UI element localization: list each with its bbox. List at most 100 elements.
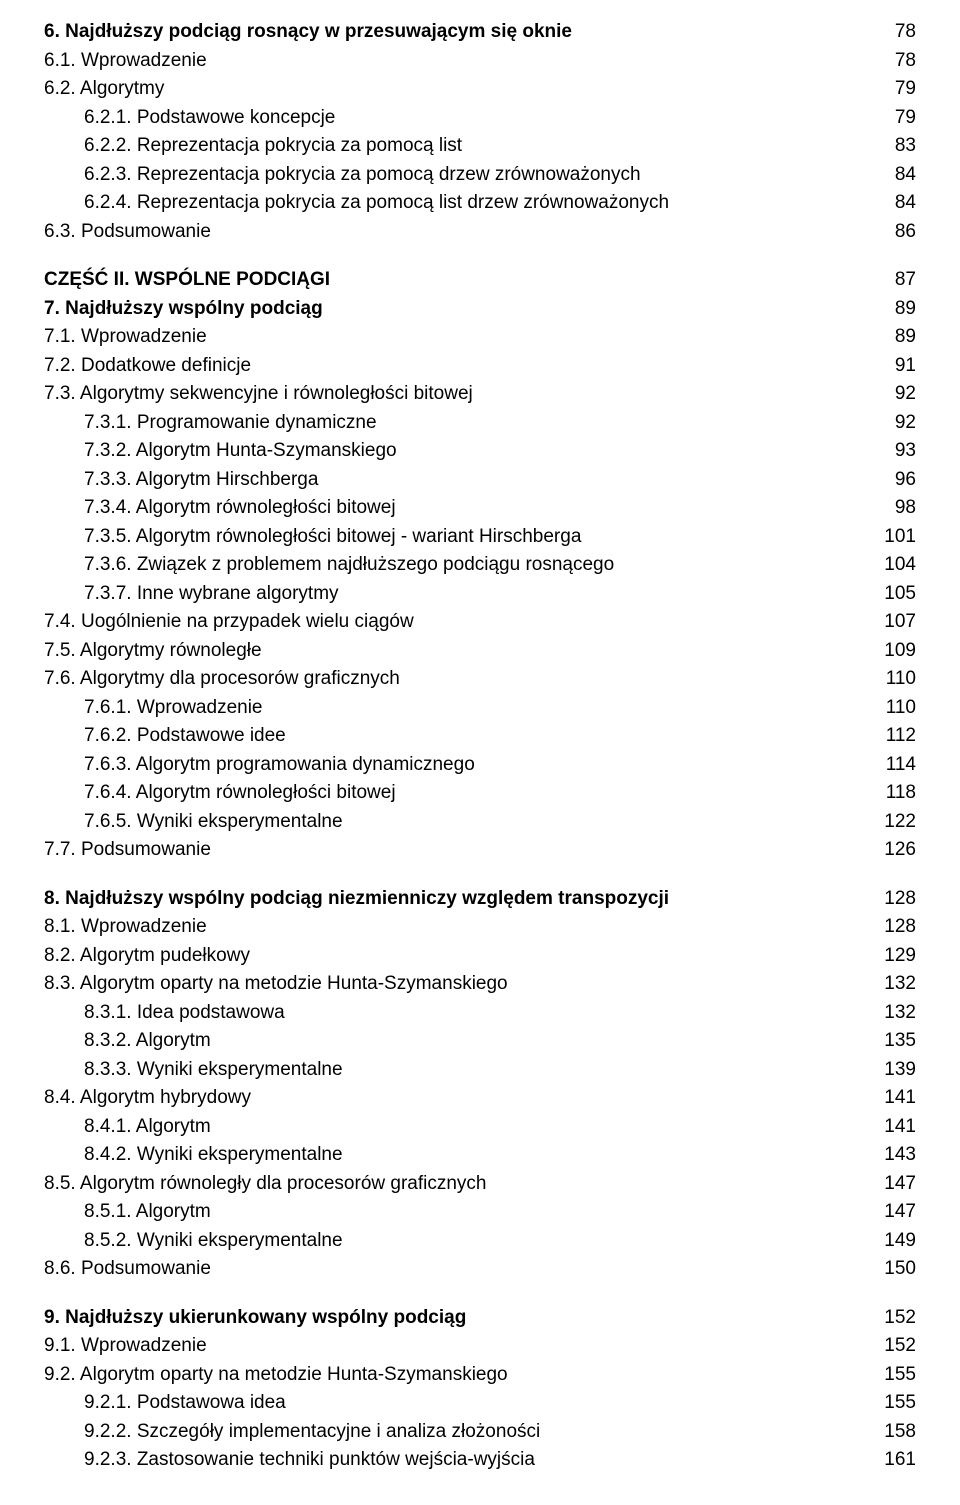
toc-label: 8.6. Podsumowanie [44,1255,872,1284]
toc-page-number: 141 [872,1113,916,1142]
toc-page-number: 152 [872,1332,916,1361]
toc-row: 8.3.1. Idea podstawowa132 [44,999,916,1028]
section-gap [44,246,916,266]
toc-row: 9.2.1. Podstawowa idea155 [44,1389,916,1418]
toc-label: 8.4.2. Wyniki eksperymentalne [84,1141,872,1170]
toc-row: 8.4. Algorytm hybrydowy141 [44,1084,916,1113]
toc-row: 7.1. Wprowadzenie89 [44,323,916,352]
toc-row: 6. Najdłuższy podciąg rosnący w przesuwa… [44,18,916,47]
toc-page-number: 89 [872,295,916,324]
toc-label: 9.2.2. Szczegóły implementacyjne i anali… [84,1418,872,1447]
toc-page-number: 83 [872,132,916,161]
toc-row: 8.5. Algorytm równoległy dla procesorów … [44,1170,916,1199]
toc-label: 8.4.1. Algorytm [84,1113,872,1142]
toc-row: 8. Najdłuższy wspólny podciąg niezmienni… [44,885,916,914]
toc-label: 6.2.2. Reprezentacja pokrycia za pomocą … [84,132,872,161]
toc-row: 7.6.1. Wprowadzenie110 [44,694,916,723]
toc-page-number: 96 [872,466,916,495]
toc-label: 8.5.1. Algorytm [84,1198,872,1227]
toc-row: 7.6. Algorytmy dla procesorów graficznyc… [44,665,916,694]
toc-page-number: 122 [872,808,916,837]
toc-label: 7.6.5. Wyniki eksperymentalne [84,808,872,837]
toc-page-number: 128 [872,885,916,914]
toc-page-number: 92 [872,409,916,438]
toc-label: 7.3.7. Inne wybrane algorytmy [84,580,872,609]
toc-page-number: 92 [872,380,916,409]
toc-label: 9.1. Wprowadzenie [44,1332,872,1361]
toc-page-number: 87 [872,266,916,295]
toc-label: 7.3.3. Algorytm Hirschberga [84,466,872,495]
toc-page-number: 91 [872,352,916,381]
toc-row: 6.2.4. Reprezentacja pokrycia za pomocą … [44,189,916,218]
toc-row: 8.3. Algorytm oparty na metodzie Hunta-S… [44,970,916,999]
toc-row: CZĘŚĆ II. WSPÓLNE PODCIĄGI87 [44,266,916,295]
toc-row: 7.4. Uogólnienie na przypadek wielu ciąg… [44,608,916,637]
toc-label: 6. Najdłuższy podciąg rosnący w przesuwa… [44,18,872,47]
toc-row: 7.3.3. Algorytm Hirschberga96 [44,466,916,495]
toc-page-number: 161 [872,1446,916,1475]
toc-row: 7.7. Podsumowanie126 [44,836,916,865]
toc-row: 7.6.4. Algorytm równoległości bitowej118 [44,779,916,808]
toc-page-number: 155 [872,1361,916,1390]
toc-row: 7.3.6. Związek z problemem najdłuższego … [44,551,916,580]
toc-page-number: 132 [872,999,916,1028]
toc-label: 7. Najdłuższy wspólny podciąg [44,295,872,324]
toc-label: 7.4. Uogólnienie na przypadek wielu ciąg… [44,608,872,637]
toc-page-number: 129 [872,942,916,971]
toc-row: 9.2. Algorytm oparty na metodzie Hunta-S… [44,1361,916,1390]
toc-label: 8.5. Algorytm równoległy dla procesorów … [44,1170,872,1199]
toc-page-number: 109 [872,637,916,666]
toc-label: 8.3. Algorytm oparty na metodzie Hunta-S… [44,970,872,999]
toc-page-number: 128 [872,913,916,942]
toc-label: 7.3.6. Związek z problemem najdłuższego … [84,551,872,580]
toc-label: 7.6. Algorytmy dla procesorów graficznyc… [44,665,872,694]
toc-label: 9.2. Algorytm oparty na metodzie Hunta-S… [44,1361,872,1390]
toc-page-number: 93 [872,437,916,466]
table-of-contents: 6. Najdłuższy podciąg rosnący w przesuwa… [44,18,916,1475]
toc-page-number: 105 [872,580,916,609]
toc-page-number: 149 [872,1227,916,1256]
toc-row: 7.3.7. Inne wybrane algorytmy105 [44,580,916,609]
toc-row: 7.3. Algorytmy sekwencyjne i równoległoś… [44,380,916,409]
toc-label: 9.2.3. Zastosowanie techniki punktów wej… [84,1446,872,1475]
toc-row: 7.6.5. Wyniki eksperymentalne122 [44,808,916,837]
toc-label: 6.2.3. Reprezentacja pokrycia za pomocą … [84,161,872,190]
toc-label: 7.6.3. Algorytm programowania dynamiczne… [84,751,872,780]
toc-label: 9. Najdłuższy ukierunkowany wspólny podc… [44,1304,872,1333]
toc-row: 8.1. Wprowadzenie128 [44,913,916,942]
toc-label: 7.2. Dodatkowe definicje [44,352,872,381]
toc-label: 7.6.1. Wprowadzenie [84,694,872,723]
toc-page-number: 78 [872,47,916,76]
section-gap [44,1284,916,1304]
toc-page-number: 79 [872,75,916,104]
toc-page-number: 107 [872,608,916,637]
toc-row: 7.6.3. Algorytm programowania dynamiczne… [44,751,916,780]
toc-label: 9.2.1. Podstawowa idea [84,1389,872,1418]
toc-page-number: 84 [872,161,916,190]
toc-row: 7.3.4. Algorytm równoległości bitowej98 [44,494,916,523]
toc-row: 7.5. Algorytmy równoległe109 [44,637,916,666]
toc-row: 6.2.1. Podstawowe koncepcje79 [44,104,916,133]
toc-label: 6.3. Podsumowanie [44,218,872,247]
toc-page-number: 110 [872,694,916,723]
toc-page-number: 86 [872,218,916,247]
toc-page-number: 132 [872,970,916,999]
toc-label: 7.3.1. Programowanie dynamiczne [84,409,872,438]
toc-row: 9.2.2. Szczegóły implementacyjne i anali… [44,1418,916,1447]
toc-label: 7.6.4. Algorytm równoległości bitowej [84,779,872,808]
toc-row: 6.2. Algorytmy79 [44,75,916,104]
toc-row: 8.5.2. Wyniki eksperymentalne149 [44,1227,916,1256]
toc-label: 7.3.2. Algorytm Hunta-Szymanskiego [84,437,872,466]
toc-page-number: 79 [872,104,916,133]
toc-page-number: 141 [872,1084,916,1113]
toc-page-number: 104 [872,551,916,580]
toc-label: 7.1. Wprowadzenie [44,323,872,352]
toc-page-number: 98 [872,494,916,523]
toc-label: 8.3.2. Algorytm [84,1027,872,1056]
toc-row: 7.6.2. Podstawowe idee112 [44,722,916,751]
toc-label: 6.2.4. Reprezentacja pokrycia za pomocą … [84,189,872,218]
toc-row: 8.3.3. Wyniki eksperymentalne139 [44,1056,916,1085]
toc-page-number: 158 [872,1418,916,1447]
toc-label: 7.6.2. Podstawowe idee [84,722,872,751]
toc-page-number: 147 [872,1170,916,1199]
